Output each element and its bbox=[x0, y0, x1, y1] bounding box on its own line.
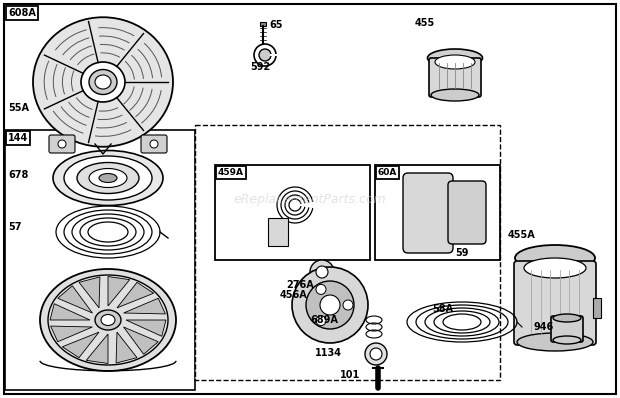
Circle shape bbox=[343, 300, 353, 310]
Ellipse shape bbox=[428, 49, 482, 67]
FancyBboxPatch shape bbox=[403, 173, 453, 253]
Ellipse shape bbox=[64, 156, 152, 200]
Text: 1134: 1134 bbox=[315, 348, 342, 358]
Bar bbox=[593, 298, 601, 318]
Polygon shape bbox=[108, 277, 130, 306]
Text: 459A: 459A bbox=[218, 168, 244, 177]
Text: eReplacementParts.com: eReplacementParts.com bbox=[234, 193, 386, 205]
Text: 58A: 58A bbox=[432, 304, 453, 314]
FancyBboxPatch shape bbox=[514, 261, 596, 345]
Polygon shape bbox=[117, 282, 154, 308]
Text: 60A: 60A bbox=[378, 168, 397, 177]
Polygon shape bbox=[51, 326, 92, 342]
Ellipse shape bbox=[435, 55, 475, 69]
Ellipse shape bbox=[81, 62, 125, 102]
Ellipse shape bbox=[95, 310, 121, 330]
Ellipse shape bbox=[431, 89, 479, 101]
Text: 608A: 608A bbox=[8, 8, 36, 18]
Ellipse shape bbox=[40, 269, 176, 371]
Polygon shape bbox=[126, 320, 166, 336]
Circle shape bbox=[316, 266, 328, 278]
Text: 65: 65 bbox=[269, 20, 283, 30]
Ellipse shape bbox=[33, 17, 173, 147]
Circle shape bbox=[320, 295, 340, 315]
Circle shape bbox=[306, 281, 354, 329]
Ellipse shape bbox=[53, 150, 163, 205]
Ellipse shape bbox=[101, 314, 115, 326]
Text: 455A: 455A bbox=[508, 230, 536, 240]
Circle shape bbox=[254, 44, 276, 66]
Text: 276A: 276A bbox=[286, 280, 314, 290]
Text: 946: 946 bbox=[533, 322, 553, 332]
Polygon shape bbox=[79, 277, 100, 308]
Text: 101: 101 bbox=[340, 370, 360, 380]
Polygon shape bbox=[123, 327, 158, 354]
Circle shape bbox=[292, 267, 368, 343]
Bar bbox=[5, 130, 195, 390]
Ellipse shape bbox=[553, 314, 581, 322]
Bar bbox=[375, 165, 500, 260]
Polygon shape bbox=[116, 332, 137, 363]
Polygon shape bbox=[62, 332, 99, 358]
Circle shape bbox=[316, 285, 326, 295]
Ellipse shape bbox=[89, 70, 117, 94]
Text: 59: 59 bbox=[455, 248, 469, 258]
Ellipse shape bbox=[524, 258, 586, 278]
Text: 57: 57 bbox=[8, 222, 22, 232]
FancyBboxPatch shape bbox=[551, 316, 583, 342]
Circle shape bbox=[150, 140, 158, 148]
Circle shape bbox=[316, 316, 326, 326]
Text: 55A: 55A bbox=[8, 103, 29, 113]
Circle shape bbox=[58, 140, 66, 148]
Bar bbox=[195, 125, 500, 380]
FancyBboxPatch shape bbox=[141, 135, 167, 153]
Text: 678: 678 bbox=[8, 170, 29, 180]
Ellipse shape bbox=[517, 333, 593, 351]
Polygon shape bbox=[86, 334, 108, 363]
Bar bbox=[260, 22, 266, 26]
FancyBboxPatch shape bbox=[429, 58, 481, 97]
Circle shape bbox=[259, 49, 271, 61]
Text: 592: 592 bbox=[250, 62, 270, 72]
Ellipse shape bbox=[99, 174, 117, 183]
Ellipse shape bbox=[77, 162, 139, 193]
Text: 144: 144 bbox=[8, 133, 29, 143]
Ellipse shape bbox=[553, 336, 581, 344]
Circle shape bbox=[310, 260, 334, 284]
Text: 456A: 456A bbox=[280, 290, 308, 300]
FancyBboxPatch shape bbox=[49, 135, 75, 153]
Polygon shape bbox=[50, 304, 90, 320]
Bar bbox=[215, 165, 370, 260]
Text: 455: 455 bbox=[415, 18, 435, 28]
Ellipse shape bbox=[95, 75, 111, 89]
Ellipse shape bbox=[515, 245, 595, 271]
FancyBboxPatch shape bbox=[448, 181, 486, 244]
Circle shape bbox=[365, 343, 387, 365]
Ellipse shape bbox=[89, 168, 127, 187]
Circle shape bbox=[370, 348, 382, 360]
Polygon shape bbox=[58, 286, 92, 313]
Text: 689A: 689A bbox=[310, 315, 338, 325]
Bar bbox=[268, 218, 288, 246]
Polygon shape bbox=[123, 298, 166, 314]
